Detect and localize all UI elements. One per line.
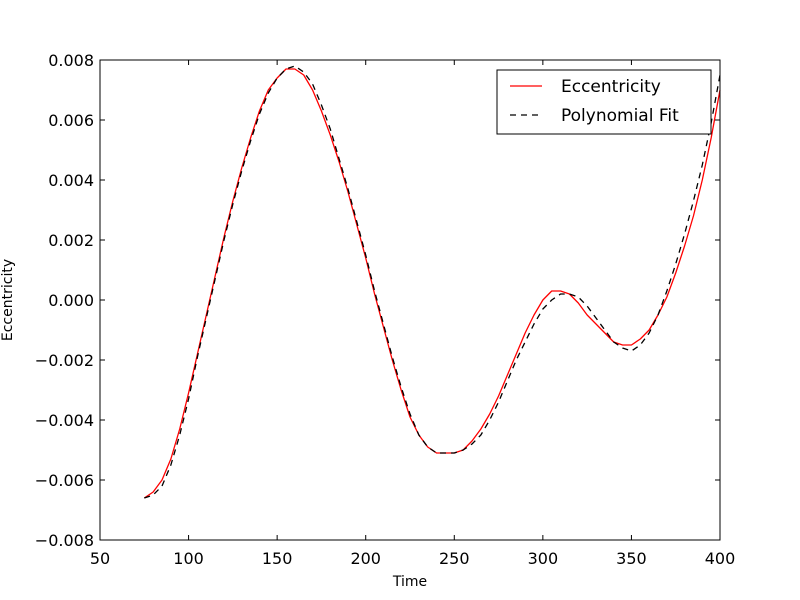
y-tick-label: 0.000 xyxy=(48,291,94,310)
y-tick-label: −0.008 xyxy=(35,531,94,550)
y-axis-title: Eccentricity xyxy=(0,259,16,341)
legend: Eccentricity Polynomial Fit xyxy=(496,69,712,135)
y-tick-label: −0.004 xyxy=(35,411,94,430)
x-tick-label: 150 xyxy=(262,549,293,568)
y-tick-label: −0.006 xyxy=(35,471,94,490)
series-layer xyxy=(143,65,721,499)
x-tick-label: 100 xyxy=(173,549,204,568)
series-line-polynomial-fit xyxy=(144,65,721,499)
y-ticks: −0.008 −0.006 −0.004 −0.002 0.000 0.002 0.004 0… xyxy=(35,51,720,550)
y-tick-label: 0.008 xyxy=(48,51,94,70)
y-tick-label: 0.004 xyxy=(48,171,94,190)
x-axis-title: Time xyxy=(392,574,427,590)
legend-box xyxy=(496,69,712,135)
x-tick-label: 50 xyxy=(90,549,110,568)
x-ticks: 50 100 150 200 250 300 350 400 xyxy=(90,60,735,568)
x-tick-label: 300 xyxy=(528,549,559,568)
x-tick-label: 350 xyxy=(616,549,647,568)
x-tick-label: 250 xyxy=(439,549,470,568)
legend-label-polynomial-fit: Polynomial Fit xyxy=(561,106,679,126)
y-tick-label: −0.002 xyxy=(35,351,94,370)
x-tick-label: 200 xyxy=(350,549,381,568)
x-tick-label: 400 xyxy=(705,549,736,568)
y-tick-label: 0.006 xyxy=(48,111,94,130)
y-tick-label: 0.002 xyxy=(48,231,94,250)
legend-label-eccentricity: Eccentricity xyxy=(561,77,661,97)
